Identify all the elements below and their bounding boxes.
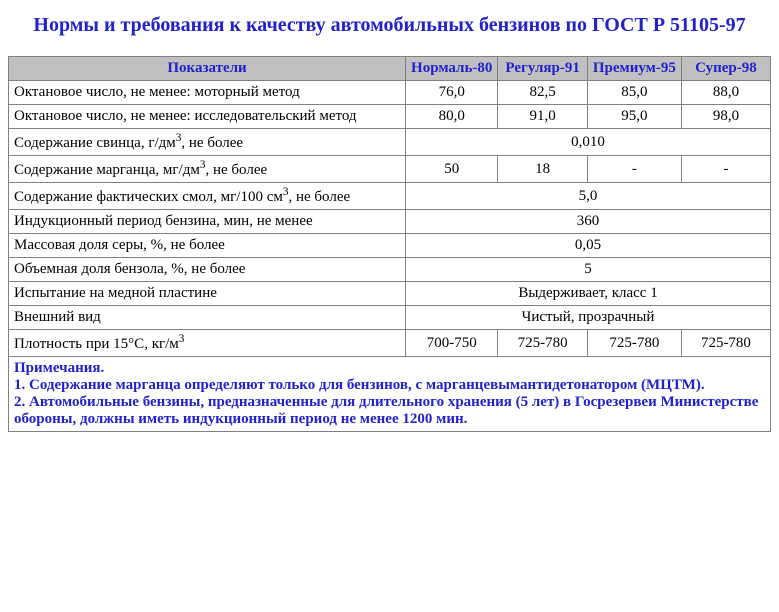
cell-value: 82,5 bbox=[498, 81, 587, 105]
header-c2: Регуляр-91 bbox=[498, 57, 587, 81]
cell-value: 360 bbox=[406, 210, 771, 234]
notes-line: 1. Содержание марганца определяют только… bbox=[14, 377, 705, 393]
cell-value: 5,0 bbox=[406, 183, 771, 210]
table-row: Массовая доля серы, %, не более 0,05 bbox=[9, 234, 771, 258]
cell-value: 700-750 bbox=[406, 330, 498, 357]
header-row: Показатели Нормаль-80 Регуляр-91 Премиум… bbox=[9, 57, 771, 81]
cell-value: - bbox=[681, 156, 770, 183]
cell-value: 725-780 bbox=[498, 330, 587, 357]
notes-head: Примечания. bbox=[14, 360, 104, 376]
cell-value: Чистый, прозрачный bbox=[406, 306, 771, 330]
table-row: Внешний вид Чистый, прозрачный bbox=[9, 306, 771, 330]
notes-line: 2. Автомобильные бензины, предназначенны… bbox=[14, 394, 758, 427]
cell-value: 98,0 bbox=[681, 105, 770, 129]
cell-label: Октановое число, не менее: моторный мето… bbox=[9, 81, 406, 105]
cell-value: - bbox=[587, 156, 681, 183]
header-c1: Нормаль-80 bbox=[406, 57, 498, 81]
table-row: Плотность при 15°С, кг/м3 700-750 725-78… bbox=[9, 330, 771, 357]
table-row: Октановое число, не менее: исследователь… bbox=[9, 105, 771, 129]
cell-value: Выдерживает, класс 1 bbox=[406, 282, 771, 306]
table-row: Объемная доля бензола, %, не более 5 bbox=[9, 258, 771, 282]
notes-row: Примечания. 1. Содержание марганца опред… bbox=[9, 357, 771, 432]
cell-value: 725-780 bbox=[681, 330, 770, 357]
cell-label: Содержание марганца, мг/дм3, не более bbox=[9, 156, 406, 183]
table-row: Испытание на медной пластине Выдерживает… bbox=[9, 282, 771, 306]
notes-cell: Примечания. 1. Содержание марганца опред… bbox=[9, 357, 771, 432]
cell-value: 76,0 bbox=[406, 81, 498, 105]
cell-label: Массовая доля серы, %, не более bbox=[9, 234, 406, 258]
cell-value: 5 bbox=[406, 258, 771, 282]
standards-table: Показатели Нормаль-80 Регуляр-91 Премиум… bbox=[8, 56, 771, 432]
cell-value: 91,0 bbox=[498, 105, 587, 129]
cell-value: 88,0 bbox=[681, 81, 770, 105]
cell-value: 80,0 bbox=[406, 105, 498, 129]
cell-label: Объемная доля бензола, %, не более bbox=[9, 258, 406, 282]
cell-value: 18 bbox=[498, 156, 587, 183]
cell-label: Плотность при 15°С, кг/м3 bbox=[9, 330, 406, 357]
table-row: Содержание свинца, г/дм3, не более 0,010 bbox=[9, 129, 771, 156]
cell-label: Испытание на медной пластине bbox=[9, 282, 406, 306]
cell-label: Содержание фактических смол, мг/100 см3,… bbox=[9, 183, 406, 210]
cell-label: Октановое число, не менее: исследователь… bbox=[9, 105, 406, 129]
cell-value: 725-780 bbox=[587, 330, 681, 357]
cell-label: Содержание свинца, г/дм3, не более bbox=[9, 129, 406, 156]
header-c4: Супер-98 bbox=[681, 57, 770, 81]
header-param: Показатели bbox=[9, 57, 406, 81]
cell-value: 0,010 bbox=[406, 129, 771, 156]
page-title: Нормы и требования к качеству автомобиль… bbox=[8, 12, 771, 38]
cell-value: 0,05 bbox=[406, 234, 771, 258]
cell-value: 85,0 bbox=[587, 81, 681, 105]
table-row: Октановое число, не менее: моторный мето… bbox=[9, 81, 771, 105]
table-row: Содержание марганца, мг/дм3, не более 50… bbox=[9, 156, 771, 183]
cell-value: 95,0 bbox=[587, 105, 681, 129]
table-row: Содержание фактических смол, мг/100 см3,… bbox=[9, 183, 771, 210]
table-row: Индукционный период бензина, мин, не мен… bbox=[9, 210, 771, 234]
cell-value: 50 bbox=[406, 156, 498, 183]
cell-label: Индукционный период бензина, мин, не мен… bbox=[9, 210, 406, 234]
cell-label: Внешний вид bbox=[9, 306, 406, 330]
header-c3: Премиум-95 bbox=[587, 57, 681, 81]
